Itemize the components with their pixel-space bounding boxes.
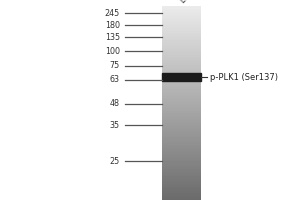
Text: 48: 48 — [110, 99, 120, 108]
Text: p-PLK1 (Ser137): p-PLK1 (Ser137) — [210, 72, 278, 82]
Text: 180: 180 — [105, 21, 120, 29]
Text: 245: 245 — [105, 8, 120, 18]
Text: 75: 75 — [110, 62, 120, 71]
Bar — [162, 73, 201, 81]
Text: 135: 135 — [105, 32, 120, 42]
Text: 25: 25 — [110, 156, 120, 166]
Text: 35: 35 — [110, 120, 120, 130]
Text: Large intestine: Large intestine — [178, 0, 226, 5]
Text: 63: 63 — [110, 75, 120, 84]
Text: 100: 100 — [105, 46, 120, 55]
